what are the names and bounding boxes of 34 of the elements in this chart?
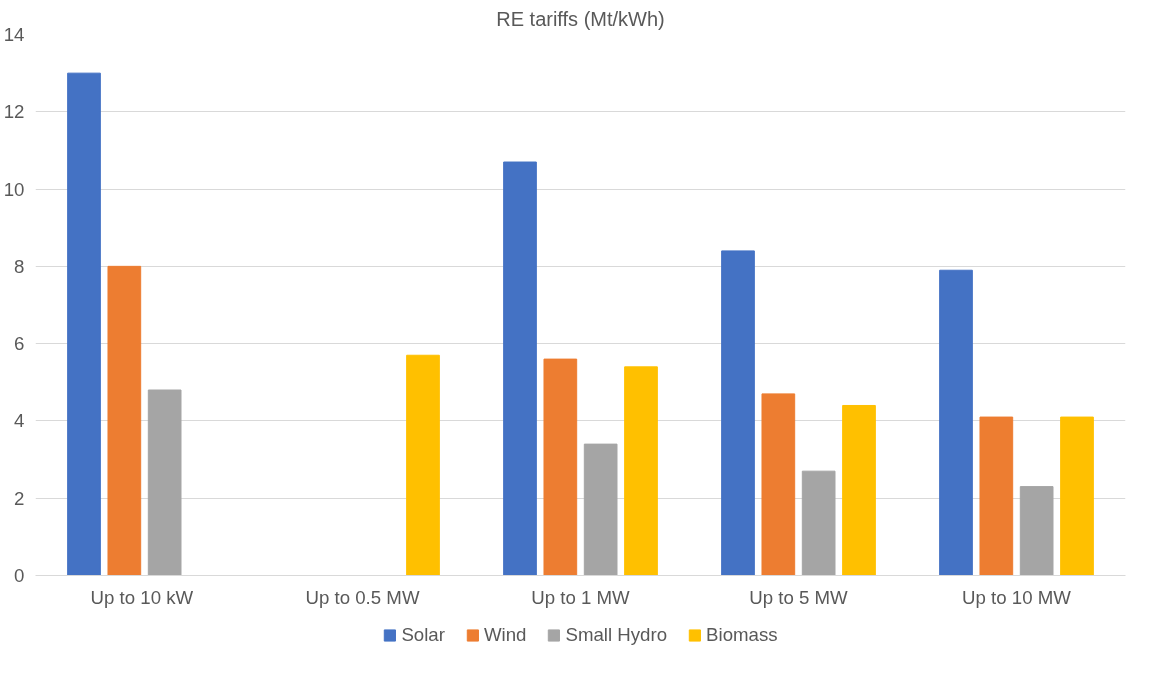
legend-label: Biomass bbox=[706, 624, 778, 646]
bar bbox=[801, 470, 836, 576]
bar bbox=[1019, 486, 1054, 576]
y-tick-label: 4 bbox=[14, 410, 25, 432]
bar bbox=[842, 404, 876, 576]
y-tick-label: 6 bbox=[14, 333, 25, 355]
bar bbox=[406, 354, 440, 576]
y-tick-label: 12 bbox=[3, 101, 25, 123]
legend-label: Small Hydro bbox=[565, 624, 668, 646]
y-tick-label: 8 bbox=[14, 255, 25, 277]
chart-title: RE tariffs (Mt/kWh) bbox=[496, 7, 665, 30]
x-tick-label: Up to 10 MW bbox=[962, 586, 1072, 608]
bar bbox=[583, 443, 618, 576]
y-tick-label: 0 bbox=[14, 565, 25, 586]
bar bbox=[939, 269, 973, 576]
bar bbox=[979, 416, 1014, 576]
bar bbox=[761, 393, 796, 576]
legend-label: Wind bbox=[483, 624, 527, 646]
bar bbox=[1060, 416, 1094, 576]
x-tick-label: Up to 1 MW bbox=[531, 586, 631, 608]
x-tick-label: Up to 10 kW bbox=[90, 586, 194, 608]
bar bbox=[67, 72, 101, 576]
x-tick-label: Up to 0.5 MW bbox=[305, 586, 420, 608]
y-tick-label: 14 bbox=[3, 24, 25, 45]
bar bbox=[107, 265, 142, 576]
x-tick-label: Up to 5 MW bbox=[749, 586, 849, 608]
legend-label: Solar bbox=[401, 624, 445, 646]
bar bbox=[147, 389, 182, 576]
bar bbox=[543, 358, 578, 576]
bar bbox=[721, 250, 755, 576]
y-tick-label: 2 bbox=[14, 487, 25, 509]
bar bbox=[624, 366, 658, 576]
y-tick-label: 10 bbox=[3, 178, 25, 200]
bar bbox=[503, 161, 537, 576]
